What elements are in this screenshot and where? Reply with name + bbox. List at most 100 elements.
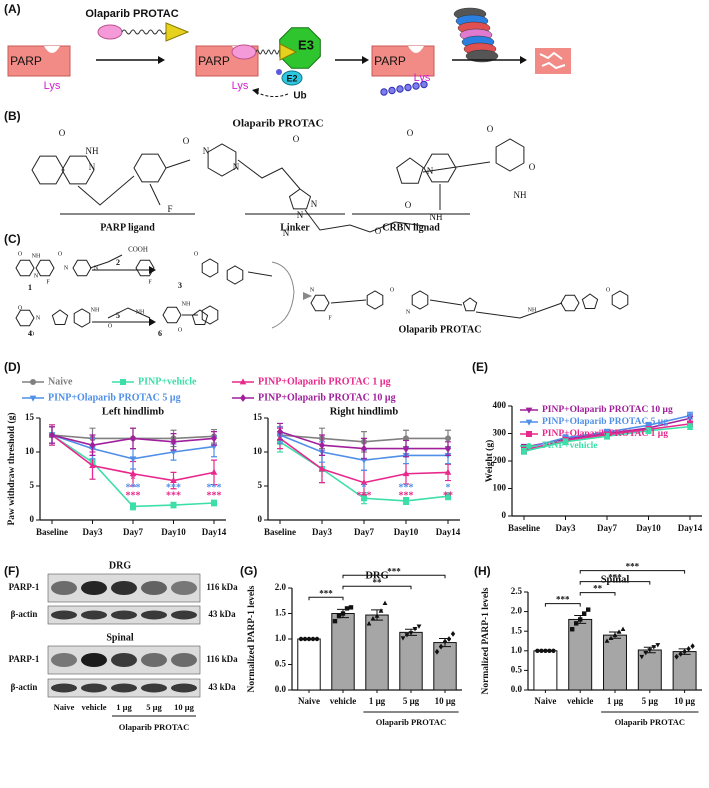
y-tick-label: 1.5 <box>511 625 523 635</box>
significance-mark: *** <box>319 588 333 598</box>
marker <box>361 495 367 502</box>
marker <box>543 648 548 653</box>
marker <box>404 633 410 638</box>
e3-label: E3 <box>298 37 314 52</box>
marker <box>306 636 312 642</box>
marker <box>277 427 283 436</box>
atom-label: NH <box>32 253 41 259</box>
atom-label: O <box>183 136 190 146</box>
atom-label: NH <box>430 212 443 222</box>
marker <box>570 627 575 632</box>
y-axis-label: Paw withdraw threshold (g) <box>6 412 17 525</box>
significance-bracket <box>544 603 581 607</box>
part-label: Linker <box>280 222 310 233</box>
significance-mark: *** <box>166 482 181 493</box>
marker <box>402 470 410 477</box>
legend-marker <box>526 431 532 437</box>
marker <box>645 427 652 434</box>
atom-label: N <box>311 199 318 209</box>
marker <box>382 600 388 606</box>
atom-label: O <box>59 128 66 138</box>
e2-label: E2 <box>286 73 297 83</box>
significance-mark: *** <box>166 490 181 501</box>
significance-mark: *** <box>126 482 141 493</box>
marker <box>336 613 342 619</box>
y-tick-label: 1.5 <box>275 608 287 618</box>
legend-marker <box>240 394 246 402</box>
atom-label: F <box>46 279 50 285</box>
protac-label: Olaparib PROTAC <box>85 8 178 20</box>
panel-label: (C) <box>4 232 21 246</box>
panel-label: (G) <box>240 564 257 578</box>
panel-label: (D) <box>4 360 21 374</box>
marker <box>130 503 136 510</box>
atom-label: N <box>64 265 69 271</box>
y-tick-label: 0.0 <box>511 684 523 694</box>
atom-label: O <box>407 128 414 138</box>
marker <box>170 449 177 456</box>
marker <box>438 643 444 650</box>
significance-mark: *** <box>207 482 222 493</box>
blot-section: DRG <box>109 560 131 571</box>
marker <box>687 423 693 430</box>
ring <box>310 294 330 312</box>
significance-mark: *** <box>126 490 141 501</box>
bar <box>365 614 389 691</box>
marker <box>539 648 544 653</box>
marker <box>442 638 448 645</box>
ring <box>423 153 457 183</box>
significance-bracket <box>579 581 651 585</box>
binding-pocket <box>408 46 424 53</box>
ligand <box>231 44 257 60</box>
marker <box>210 468 218 475</box>
ring <box>226 265 244 285</box>
significance-mark: *** <box>399 482 414 493</box>
atom-label: O <box>18 251 23 257</box>
blot-band <box>141 683 167 693</box>
marker <box>686 645 691 652</box>
blot-band <box>111 683 137 693</box>
ring <box>15 259 35 277</box>
ring <box>61 155 95 185</box>
blot-band <box>141 581 167 595</box>
lys-label: Lys <box>44 80 61 92</box>
ring <box>135 259 155 277</box>
bar <box>533 650 558 691</box>
proteasome <box>465 49 499 63</box>
marker <box>378 608 384 613</box>
marker <box>319 441 325 450</box>
marker <box>89 462 96 468</box>
y-tick-label: 100 <box>493 483 507 493</box>
atom-label: O <box>178 327 183 333</box>
legend-marker <box>120 379 126 385</box>
x-tick-label: Baseline <box>508 523 540 533</box>
fragments <box>535 48 571 74</box>
atom-label: N <box>427 166 434 176</box>
blot-band <box>141 610 167 620</box>
marker <box>574 621 579 626</box>
x-tick-label: 1 μg <box>369 696 386 706</box>
bar <box>603 634 627 691</box>
x-tick-label: Day10 <box>161 527 186 537</box>
chart-title: Spinal <box>601 574 630 585</box>
marker <box>416 624 422 629</box>
marker <box>604 638 610 643</box>
atom-label: N <box>310 287 315 293</box>
blot-band <box>81 610 107 620</box>
x-tick-label: Day3 <box>312 527 332 537</box>
marker <box>445 444 451 453</box>
marker <box>686 413 694 420</box>
y-tick-label: 10 <box>253 446 263 456</box>
ring <box>581 293 599 309</box>
lys-label: Lys <box>232 80 249 92</box>
marker <box>211 500 217 506</box>
atom-label: NH <box>86 146 99 156</box>
x-tick-label: 1 μg <box>607 696 624 706</box>
compound-number: 1 <box>28 283 32 292</box>
marker <box>678 651 683 657</box>
atom-label: NH <box>91 307 100 313</box>
marker <box>445 493 451 500</box>
y-tick-label: 10 <box>25 446 35 456</box>
panel-label: (H) <box>474 564 491 578</box>
x-tick-label: Baseline <box>36 527 68 537</box>
